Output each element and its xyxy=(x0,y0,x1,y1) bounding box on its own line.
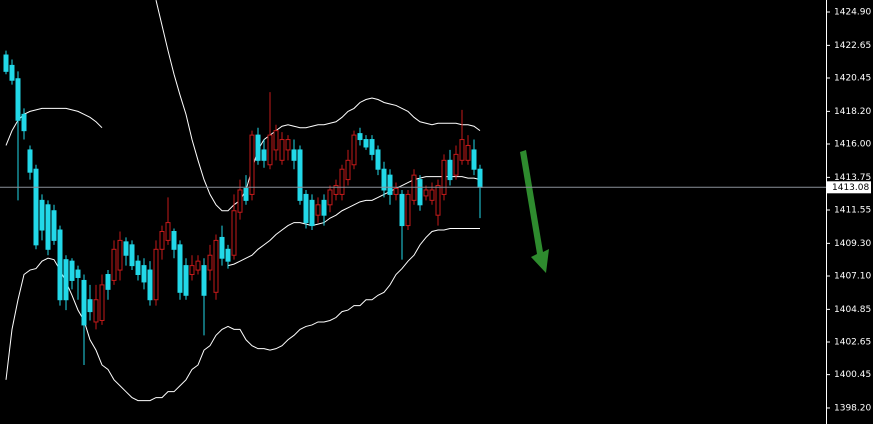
y-tick-label: 1413.75 xyxy=(834,173,871,183)
y-tick-label: 1422.65 xyxy=(834,41,871,51)
candle-body xyxy=(429,189,435,201)
candle-body xyxy=(93,299,99,323)
price-label-box xyxy=(827,181,871,194)
candle-body xyxy=(405,193,411,227)
y-tick-label: 1400.45 xyxy=(834,370,871,380)
candle-body xyxy=(477,168,483,188)
candle-body xyxy=(87,299,93,313)
candle-body xyxy=(117,239,123,271)
candle-body xyxy=(441,159,447,195)
candle-body xyxy=(27,149,33,173)
price-label: 1413.08 xyxy=(832,183,869,193)
candle-body xyxy=(465,144,471,161)
candle-body xyxy=(447,159,453,181)
y-tick-label: 1420.45 xyxy=(834,74,871,84)
candle-body xyxy=(135,260,141,276)
y-tick-label: 1404.85 xyxy=(834,305,871,315)
candle-body xyxy=(141,265,147,283)
candle-body xyxy=(75,269,81,278)
candle-body xyxy=(309,199,315,227)
candle-body xyxy=(453,153,459,176)
candle-body xyxy=(225,248,231,262)
candle-body xyxy=(129,244,135,267)
trend-arrow xyxy=(520,150,549,273)
candle-body xyxy=(327,189,333,206)
candle-body xyxy=(21,113,27,132)
candle-body xyxy=(33,168,39,246)
candle-body xyxy=(153,248,159,301)
candle-body xyxy=(45,204,51,250)
candle-body xyxy=(285,139,291,151)
candle-body xyxy=(57,229,63,301)
candle-body xyxy=(69,260,75,281)
candle-body xyxy=(399,193,405,227)
candle-body xyxy=(39,199,45,231)
candle-body xyxy=(3,54,9,72)
candle-body xyxy=(291,149,297,161)
candle-body xyxy=(315,204,321,216)
candle-body xyxy=(99,284,105,321)
candle-body xyxy=(261,149,267,161)
plot-area xyxy=(3,0,483,402)
candle-body xyxy=(195,260,201,271)
candle-body xyxy=(417,179,423,206)
candle-body xyxy=(471,149,477,170)
candle-body xyxy=(207,254,213,271)
candle-body xyxy=(15,78,21,121)
candle-body xyxy=(249,134,255,195)
candle-body xyxy=(393,187,399,195)
candle-body xyxy=(255,134,261,161)
candle-body xyxy=(105,274,111,290)
candle-body xyxy=(231,210,237,256)
candle-body xyxy=(9,64,15,81)
candle-body xyxy=(147,269,153,301)
candle-body xyxy=(363,139,369,148)
y-tick-label: 1424.90 xyxy=(834,8,871,18)
candle-body xyxy=(243,187,249,201)
candle-body xyxy=(177,244,183,293)
y-tick-label: 1409.30 xyxy=(834,239,871,249)
candle-body xyxy=(423,189,429,197)
candle-body xyxy=(351,134,357,166)
candle-body xyxy=(321,199,327,216)
candle-body xyxy=(171,231,177,250)
candle-body xyxy=(273,130,279,151)
candle-body xyxy=(123,241,129,256)
bollinger-middle xyxy=(227,176,481,267)
candle-body xyxy=(339,168,345,195)
candle-body xyxy=(381,168,387,191)
candle-body xyxy=(237,189,243,213)
candle-body xyxy=(201,265,207,296)
candle-body xyxy=(459,139,465,161)
candle-body xyxy=(387,174,393,195)
candle-body xyxy=(63,259,69,301)
candle-body xyxy=(435,185,441,216)
y-tick-label: 1416.00 xyxy=(834,140,871,150)
y-tick-label: 1402.65 xyxy=(834,337,871,347)
y-tick-label: 1398.20 xyxy=(834,403,871,413)
candle-body xyxy=(369,139,375,155)
candle-body xyxy=(51,210,57,241)
y-tick-label: 1407.10 xyxy=(834,271,871,281)
y-tick-label: 1411.55 xyxy=(834,205,871,215)
candle-body xyxy=(297,149,303,201)
candle-body xyxy=(219,236,225,259)
candle-body xyxy=(303,193,309,224)
candle-body xyxy=(213,239,219,293)
candle-body xyxy=(267,134,273,166)
y-tick-label: 1418.20 xyxy=(834,107,871,117)
candle-body xyxy=(159,231,165,250)
candle-body xyxy=(81,279,87,326)
candle-body xyxy=(357,133,363,141)
candle-body xyxy=(165,222,171,241)
candle-body xyxy=(111,248,117,281)
candle-body xyxy=(279,139,285,161)
candle-body xyxy=(183,265,189,296)
candle-body xyxy=(189,265,195,276)
candle-body xyxy=(345,159,351,181)
candle-body xyxy=(333,185,339,195)
candle-body xyxy=(375,149,381,170)
